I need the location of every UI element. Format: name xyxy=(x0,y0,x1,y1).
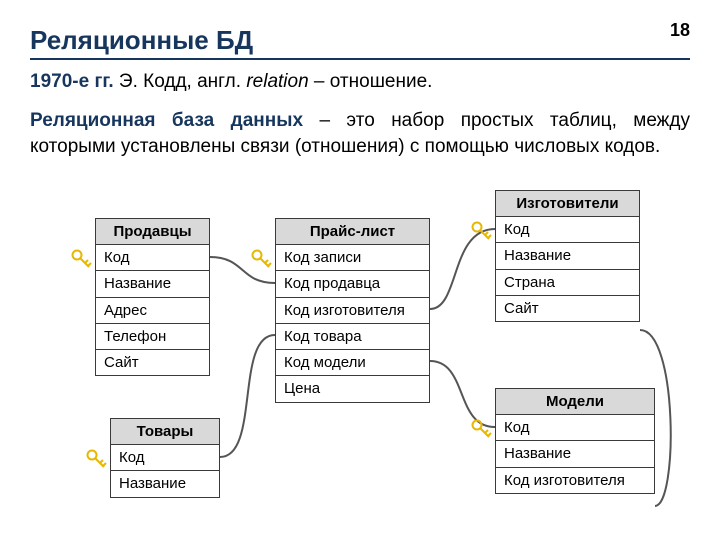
table-row: Сайт xyxy=(496,296,639,321)
table-row: Код продавца xyxy=(276,271,429,297)
table-models: МоделиКодНазваниеКод изготовителя xyxy=(495,388,655,494)
intro1-bold: 1970-е гг. xyxy=(30,71,114,92)
table-row: Код изготовителя xyxy=(276,298,429,324)
table-makers: ИзготовителиКодНазваниеСтранаСайт xyxy=(495,190,640,322)
table-row: Код xyxy=(96,245,209,271)
table-sellers: ПродавцыКодНазваниеАдресТелефонСайт xyxy=(95,218,210,376)
table-row: Адрес xyxy=(96,298,209,324)
table-row: Код модели xyxy=(276,350,429,376)
page-number: 18 xyxy=(670,20,690,41)
table-row: Код xyxy=(111,445,219,471)
table-row: Код записи xyxy=(276,245,429,271)
table-header: Прайс-лист xyxy=(276,219,429,245)
intro2-bold: Реляционная база данных xyxy=(30,110,303,131)
table-header: Продавцы xyxy=(96,219,209,245)
table-row: Сайт xyxy=(96,350,209,375)
table-header: Товары xyxy=(111,419,219,445)
table-row: Название xyxy=(111,471,219,496)
table-row: Код xyxy=(496,415,654,441)
table-row: Код xyxy=(496,217,639,243)
table-row: Цена xyxy=(276,376,429,401)
table-goods: ТоварыКодНазвание xyxy=(110,418,220,498)
table-row: Код изготовителя xyxy=(496,468,654,493)
table-row: Страна xyxy=(496,270,639,296)
table-row: Телефон xyxy=(96,324,209,350)
intro-line-2: Реляционная база данных – это набор прос… xyxy=(30,108,690,159)
intro1-b: – отношение. xyxy=(309,71,433,92)
table-header: Изготовители xyxy=(496,191,639,217)
table-row: Название xyxy=(496,441,654,467)
page-title: Реляционные БД xyxy=(30,25,253,56)
table-pricelist: Прайс-листКод записиКод продавцаКод изго… xyxy=(275,218,430,403)
table-header: Модели xyxy=(496,389,654,415)
intro-line-1: 1970-е гг. Э. Кодд, англ. relation – отн… xyxy=(30,70,690,95)
table-row: Код товара xyxy=(276,324,429,350)
title-rule xyxy=(30,58,690,60)
intro1-a: Э. Кодд, англ. xyxy=(114,71,247,92)
intro1-italic: relation xyxy=(246,71,308,92)
table-row: Название xyxy=(496,243,639,269)
table-row: Название xyxy=(96,271,209,297)
